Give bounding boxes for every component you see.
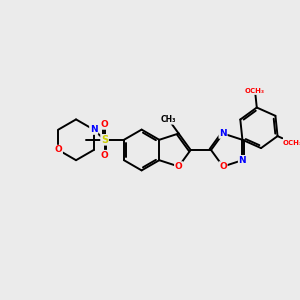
Text: S: S	[101, 135, 108, 145]
Text: OCH₃: OCH₃	[283, 140, 300, 146]
Text: O: O	[101, 120, 109, 129]
Text: N: N	[90, 125, 98, 134]
Text: OCH₃: OCH₃	[245, 88, 265, 94]
Text: N: N	[238, 156, 246, 165]
Text: O: O	[101, 151, 109, 160]
Text: O: O	[219, 162, 227, 171]
Text: N: N	[219, 129, 227, 138]
Text: O: O	[55, 146, 62, 154]
Text: CH₃: CH₃	[161, 115, 176, 124]
Text: O: O	[175, 162, 182, 171]
